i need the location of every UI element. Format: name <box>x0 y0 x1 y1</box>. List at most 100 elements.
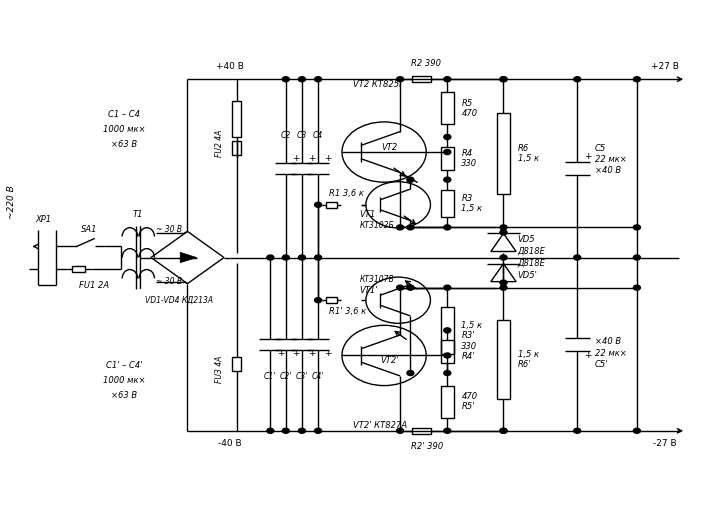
Circle shape <box>282 428 289 433</box>
Text: КТ3107В: КТ3107В <box>360 275 394 284</box>
Bar <box>441 386 453 418</box>
Bar <box>233 101 241 136</box>
Circle shape <box>314 298 321 302</box>
Text: ~ 30 В: ~ 30 В <box>156 225 182 234</box>
Text: R2 390: R2 390 <box>410 59 441 68</box>
Bar <box>326 202 337 208</box>
Circle shape <box>443 285 450 290</box>
Text: VT2' КТ827А: VT2' КТ827А <box>352 421 407 430</box>
Text: 1,5 к: 1,5 к <box>461 321 482 330</box>
Circle shape <box>397 285 404 290</box>
Text: С3: С3 <box>297 131 307 140</box>
Text: +: + <box>324 155 332 163</box>
Text: R2' 390: R2' 390 <box>410 442 443 451</box>
Circle shape <box>282 77 289 82</box>
Circle shape <box>443 177 450 182</box>
Text: R3: R3 <box>461 194 472 203</box>
Text: С2': С2' <box>280 372 292 381</box>
Text: С1 – С4: С1 – С4 <box>109 110 140 119</box>
Circle shape <box>443 225 450 230</box>
Polygon shape <box>180 252 197 263</box>
Text: 470: 470 <box>461 392 477 401</box>
Circle shape <box>443 134 450 139</box>
Text: +: + <box>292 349 300 358</box>
Text: R1' 3,6 к: R1' 3,6 к <box>329 307 366 316</box>
Circle shape <box>314 255 321 260</box>
Circle shape <box>298 428 305 433</box>
Text: R4': R4' <box>461 352 475 361</box>
Circle shape <box>443 77 450 82</box>
Text: ×63 В: ×63 В <box>111 391 137 400</box>
Bar <box>232 357 241 371</box>
Text: ×63 В: ×63 В <box>111 140 137 149</box>
Text: 1,5 к: 1,5 к <box>517 349 539 359</box>
Bar <box>232 141 241 156</box>
Text: VD1-VD4 КД213А: VD1-VD4 КД213А <box>145 296 214 305</box>
Text: 1000 мк×: 1000 мк× <box>103 125 145 134</box>
Text: +: + <box>308 155 316 163</box>
Text: R1 3,6 к: R1 3,6 к <box>329 189 364 198</box>
Text: R6': R6' <box>517 360 531 369</box>
Circle shape <box>633 225 640 230</box>
Text: R4: R4 <box>461 149 472 158</box>
Circle shape <box>633 428 640 433</box>
Text: 330: 330 <box>461 159 477 168</box>
Circle shape <box>574 77 581 82</box>
Text: С4: С4 <box>313 131 323 140</box>
Text: VT1': VT1' <box>360 286 378 294</box>
Bar <box>441 92 453 124</box>
Text: КТ3102Б: КТ3102Б <box>360 221 394 230</box>
Circle shape <box>500 280 507 285</box>
Text: 22 мк×: 22 мк× <box>595 155 627 164</box>
Text: +: + <box>276 349 284 358</box>
Circle shape <box>314 77 321 82</box>
Text: VD5': VD5' <box>517 271 537 280</box>
Circle shape <box>266 428 274 433</box>
Circle shape <box>500 77 507 82</box>
Text: SA1: SA1 <box>81 225 97 234</box>
Circle shape <box>633 77 640 82</box>
Text: С5': С5' <box>595 360 608 369</box>
Circle shape <box>443 428 450 433</box>
Bar <box>412 76 431 82</box>
Circle shape <box>633 255 640 260</box>
Circle shape <box>314 203 321 207</box>
Circle shape <box>500 428 507 433</box>
Circle shape <box>500 428 507 433</box>
Circle shape <box>500 285 507 290</box>
Circle shape <box>443 328 450 333</box>
Text: ХР1: ХР1 <box>35 215 51 224</box>
Circle shape <box>500 255 507 260</box>
Text: +: + <box>308 349 316 358</box>
Text: ×40 В: ×40 В <box>595 166 621 175</box>
Bar <box>326 297 337 303</box>
Text: R5: R5 <box>461 98 472 108</box>
Text: +: + <box>584 153 591 161</box>
Text: R3': R3' <box>461 331 475 340</box>
Circle shape <box>397 225 404 230</box>
Circle shape <box>282 255 289 260</box>
Bar <box>441 146 453 170</box>
Text: 1,5 к: 1,5 к <box>461 204 482 213</box>
Circle shape <box>443 149 450 155</box>
Text: +40 В: +40 В <box>216 62 243 71</box>
Text: +: + <box>324 349 332 358</box>
Circle shape <box>407 371 414 376</box>
Bar <box>72 266 85 272</box>
Circle shape <box>574 255 581 260</box>
Text: R6: R6 <box>517 144 529 153</box>
Text: С1': С1' <box>264 372 276 381</box>
Bar <box>497 320 510 398</box>
Circle shape <box>443 353 450 358</box>
Text: С1' – С4': С1' – С4' <box>106 361 142 370</box>
Text: ×40 В: ×40 В <box>595 337 621 346</box>
Circle shape <box>407 177 414 182</box>
Circle shape <box>443 371 450 376</box>
Circle shape <box>633 285 640 290</box>
Circle shape <box>407 225 414 230</box>
Text: Д818Е: Д818Е <box>517 259 546 268</box>
Text: +27 В: +27 В <box>651 62 679 71</box>
Circle shape <box>500 225 507 230</box>
Text: С4': С4' <box>312 372 324 381</box>
Text: 1,5 к: 1,5 к <box>517 154 539 163</box>
